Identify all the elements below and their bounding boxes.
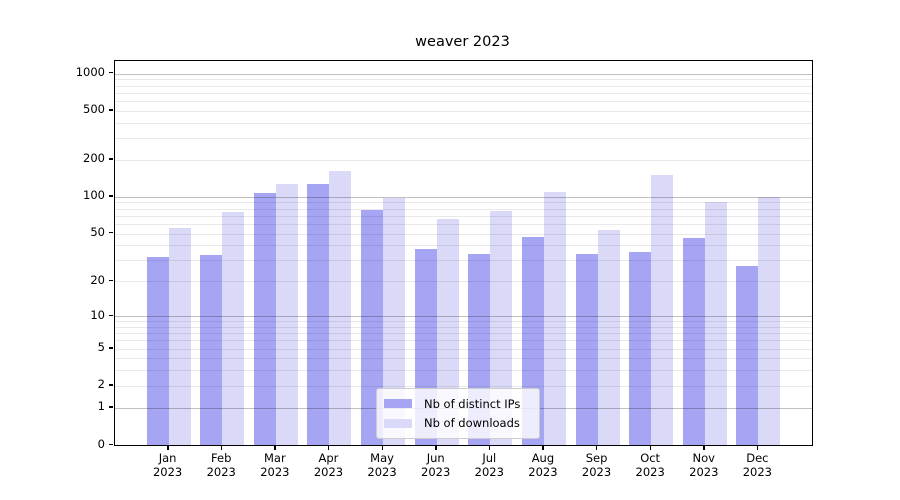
legend-item-downloads: Nb of downloads — [384, 416, 533, 430]
x-tick-label-sep: Sep 2023 — [569, 451, 625, 479]
x-tick-mark — [756, 445, 759, 450]
x-tick-year: 2023 — [421, 464, 451, 479]
bar-downloads-aug — [543, 191, 566, 445]
y-tick-label: 5 — [97, 340, 105, 355]
y-tick-label: 1000 — [75, 65, 105, 80]
y-tick-label: 200 — [83, 151, 105, 166]
x-tick-mark — [435, 445, 437, 450]
chart-title: weaver 2023 — [415, 34, 510, 50]
x-tick-month: Jan — [158, 451, 177, 465]
y-tick-mark — [109, 406, 113, 408]
x-tick-mark — [649, 445, 652, 450]
x-tick-year: 2023 — [528, 464, 558, 479]
x-tick-month: Aug — [531, 451, 555, 465]
y-tick-mark — [109, 109, 113, 111]
legend-item-distinct-ips: Nb of distinct IPs — [384, 397, 533, 411]
y-tick-mark — [109, 232, 113, 234]
x-tick-year: 2023 — [742, 464, 773, 479]
y-tick-mark — [109, 347, 113, 349]
bar-distinct-ips-jan — [146, 257, 169, 445]
x-tick-year: 2023 — [474, 464, 504, 479]
y-tick-mark — [109, 279, 113, 282]
legend-label-distinct-ips: Nb of distinct IPs — [424, 396, 521, 411]
x-tick-label-mar: Mar 2023 — [247, 451, 303, 479]
x-tick-mark — [488, 445, 491, 450]
x-tick-label-jun: Jun 2023 — [408, 451, 464, 479]
x-tick-year: 2023 — [152, 464, 183, 479]
bar-downloads-sep — [597, 229, 620, 445]
x-tick-label-feb: Feb 2023 — [193, 451, 249, 479]
x-tick-year: 2023 — [689, 464, 719, 479]
y-tick-label: 2 — [97, 377, 105, 392]
x-tick-month: Apr — [318, 451, 339, 465]
x-tick-label-apr: Apr 2023 — [300, 451, 356, 479]
x-tick-month: Jun — [426, 451, 445, 465]
x-tick-label-nov: Nov 2023 — [676, 451, 732, 479]
x-tick-label-aug: Aug 2023 — [515, 451, 571, 479]
y-tick-label: 500 — [83, 102, 105, 117]
y-tick-label: 1 — [97, 399, 105, 414]
bar-downloads-apr — [329, 171, 352, 445]
x-tick-month: Dec — [746, 451, 769, 465]
x-tick-year: 2023 — [367, 464, 397, 479]
legend: Nb of distinct IPs Nb of downloads — [376, 388, 540, 439]
bar-downloads-jan — [168, 227, 191, 445]
x-tick-year: 2023 — [206, 464, 236, 479]
x-tick-month: Jul — [482, 451, 497, 465]
x-tick-month: Oct — [640, 451, 661, 465]
y-tick-mark — [109, 443, 113, 445]
x-tick-year: 2023 — [313, 464, 344, 479]
y-tick-mark — [109, 314, 113, 316]
bar-distinct-ips-apr — [307, 184, 330, 445]
y-tick-mark — [109, 195, 113, 197]
bar-layer — [115, 61, 812, 445]
x-tick-year: 2023 — [260, 464, 290, 479]
bar-distinct-ips-oct — [629, 252, 652, 445]
x-tick-label-oct: Oct 2023 — [622, 451, 678, 479]
y-tick-label: 100 — [83, 188, 105, 203]
legend-label-downloads: Nb of downloads — [424, 416, 520, 431]
x-tick-month: Sep — [585, 451, 608, 465]
x-tick-year: 2023 — [581, 464, 612, 479]
x-tick-label-dec: Dec 2023 — [729, 451, 785, 479]
y-tick-label: 50 — [90, 225, 105, 240]
bar-downloads-oct — [651, 175, 674, 445]
x-tick-mark — [381, 445, 383, 450]
plot-area — [114, 60, 813, 446]
x-tick-label-jan: Jan 2023 — [140, 451, 196, 479]
x-tick-mark — [596, 445, 598, 450]
y-tick-label: 20 — [90, 272, 105, 287]
x-tick-mark — [703, 445, 705, 450]
x-tick-month: Mar — [263, 451, 286, 465]
bar-downloads-nov — [704, 202, 727, 445]
y-tick-mark — [109, 158, 113, 160]
x-tick-mark — [167, 445, 169, 450]
x-tick-mark — [274, 445, 276, 450]
x-tick-month: May — [370, 451, 394, 465]
bar-downloads-feb — [222, 212, 245, 445]
x-tick-mark — [327, 445, 330, 450]
legend-swatch-downloads — [384, 419, 412, 428]
y-tick-label: 0 — [97, 436, 105, 451]
legend-swatch-distinct-ips — [384, 399, 412, 408]
x-tick-mark — [542, 445, 544, 450]
bar-distinct-ips-nov — [682, 237, 705, 445]
bar-downloads-mar — [275, 183, 298, 445]
bar-distinct-ips-dec — [736, 265, 759, 445]
x-tick-year: 2023 — [635, 464, 665, 479]
x-tick-label-jul: Jul 2023 — [461, 451, 517, 479]
bar-distinct-ips-feb — [200, 255, 223, 445]
y-tick-mark — [109, 72, 113, 74]
x-tick-month: Feb — [211, 451, 232, 465]
bar-distinct-ips-mar — [253, 192, 276, 445]
bar-downloads-dec — [758, 196, 781, 445]
x-tick-month: Nov — [692, 451, 715, 465]
x-tick-label-may: May 2023 — [354, 451, 410, 479]
y-tick-mark — [109, 384, 113, 386]
y-tick-label: 10 — [90, 307, 105, 322]
bar-distinct-ips-sep — [575, 253, 598, 445]
x-tick-mark — [220, 445, 223, 450]
